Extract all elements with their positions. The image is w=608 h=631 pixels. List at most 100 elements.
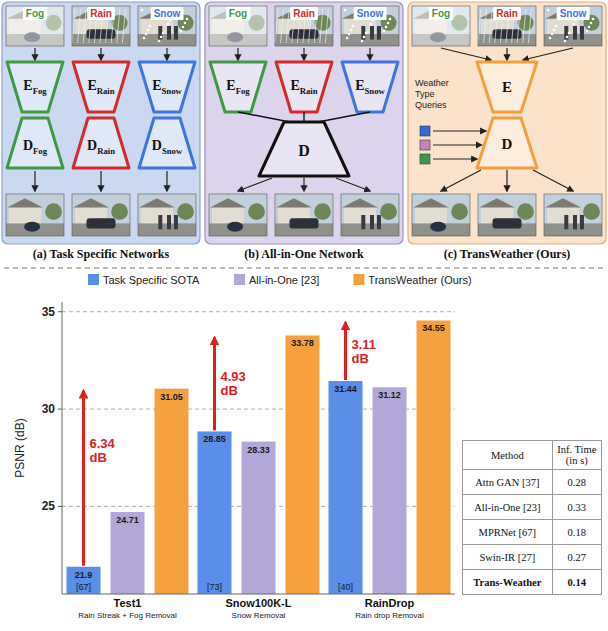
photo-rain [275,9,278,43]
photo-tree [177,203,194,220]
gain-label-line: 6.34 [90,436,116,451]
network-block [7,118,63,168]
arrow [100,171,101,191]
photo [412,6,470,46]
photo-snow [389,18,392,21]
photo-snow [555,25,558,28]
photo-roof [210,198,246,207]
panel-caption: (c) TransWeather (Ours) [444,247,571,261]
module-letter: E [290,78,299,93]
data-label: 24.71 [116,515,139,525]
module-subscript: Rain [300,86,318,96]
photo [275,6,333,46]
category-note: Rain Streak + Fog Removal [78,611,177,620]
gain-label: 3.11dB [352,337,377,366]
data-label: 33.78 [291,338,314,348]
photo-house [9,207,41,225]
photo-roof [139,198,175,207]
photo-object [564,215,568,229]
bar [286,335,320,594]
bar [111,512,145,594]
tick-mark [58,311,62,312]
photo-fog [209,6,267,46]
data-label: 21.9 [75,570,93,580]
photo [341,194,399,236]
photo-snow [586,30,589,33]
photo-rain [478,9,481,43]
photo-snow [147,29,150,32]
tick-label: 30 [42,402,56,416]
photo-snow [149,25,152,28]
photo-snow [160,36,163,39]
photo-rain [281,9,284,43]
photo-object [377,215,381,229]
photo-roof [276,198,312,207]
table-cell: 0.18 [552,520,601,545]
bar [242,442,276,594]
network-block [210,62,266,112]
module-subscript: Snow [365,86,386,96]
arrow [34,171,35,191]
photo-snow [566,36,569,39]
legend-label: All-in-One [23] [249,274,319,286]
photo-frame [544,6,602,46]
photo-house [212,207,244,225]
arrow [34,48,35,60]
data-label: 28.33 [247,445,270,455]
category-label: RainDrop [365,597,415,609]
arrow [166,171,167,191]
reference-label: [73] [207,582,222,592]
photo-frame [209,194,267,236]
photo-sky [138,6,196,46]
photo-house [415,207,447,225]
photo-rain [78,9,81,43]
separator [4,268,604,269]
photo-frame [412,194,470,236]
network-block [477,118,537,168]
photo-rain [320,9,323,43]
photo-snow [184,22,187,25]
photo-object [580,26,584,40]
connector [318,112,370,122]
gain-label-line: 3.11 [352,337,377,352]
photo-roof [73,198,109,207]
arrow [369,48,370,60]
photo-rain [489,9,492,43]
photo-rain [523,9,526,43]
photo-object [158,215,162,229]
bar [67,567,101,594]
photo-frame [209,6,267,46]
module-label: EFog [226,78,250,96]
queries-label-line: Weather [415,78,449,88]
axis-title: PSNR (dB) [13,418,27,477]
photo-object [290,218,319,228]
photo [478,194,536,236]
photo-object [361,26,365,40]
gain-label: 4.93dB [221,369,246,398]
photo-frame [478,194,536,236]
table-cell: Trans-Weather [463,570,553,595]
module-label: E [502,79,512,95]
photo-tree [451,203,468,220]
timing-table: MethodInf. Time (in s)Attn GAN [37]0.28A… [462,440,602,595]
arrow [336,178,370,191]
photo-roof [7,198,43,207]
table-cell: 0.28 [552,470,601,495]
gain-label-line: dB [90,450,107,465]
module-label: ERain [290,78,317,96]
photo [138,6,196,46]
module-letter: E [87,78,96,93]
bar [329,381,363,594]
table-cell: 0.33 [552,495,601,520]
photo-roof [413,198,449,207]
gain-label-line: 4.93 [221,369,246,384]
photo-frame [6,194,64,236]
photo-snow [167,23,170,26]
photo-tree [314,203,331,220]
module-letter: D [23,138,33,153]
input-label: Rain [293,8,315,19]
photo-snow [361,40,364,43]
table-header-cell: Inf. Time (in s) [552,441,601,470]
photo-roof [342,198,378,207]
photo-fog [6,6,64,46]
